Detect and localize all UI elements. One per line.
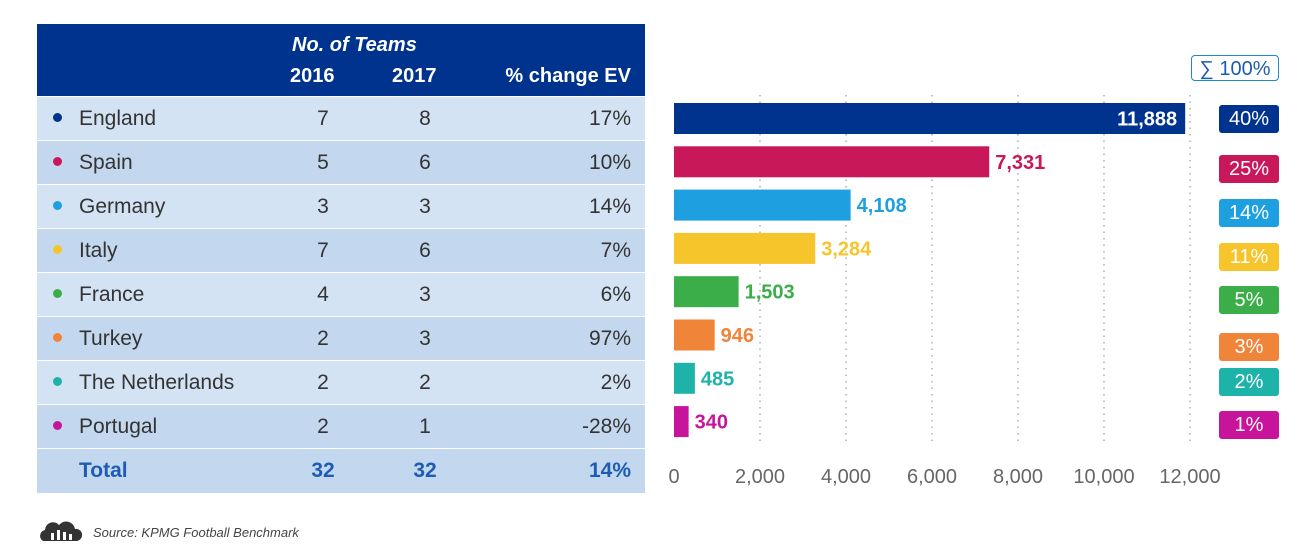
- teams-2016: 2: [317, 371, 329, 394]
- ev-change: 7%: [600, 239, 631, 262]
- bar: [674, 232, 816, 264]
- ev-change: 10%: [588, 151, 631, 174]
- table-header: No. of Teams 2016 2017 % change EV: [37, 24, 645, 96]
- table-row: Germany 3 3 14%: [37, 184, 645, 228]
- ev-change: 97%: [588, 327, 631, 350]
- teams-2016: 2: [317, 415, 329, 438]
- bar: [674, 103, 1186, 134]
- x-tick-label: 2,000: [735, 466, 785, 488]
- ev-change: 2%: [600, 371, 631, 394]
- bar: [674, 406, 689, 438]
- bar-value-label: 11,888: [1117, 109, 1177, 131]
- x-tick-label: 4,000: [821, 466, 871, 488]
- ev-change: -28%: [581, 415, 631, 438]
- bar: [674, 319, 715, 351]
- country-dot-icon: [53, 157, 62, 166]
- bar-value-label: 7,331: [995, 152, 1045, 174]
- total-2016: 32: [311, 459, 335, 482]
- bar-value-label: 485: [701, 368, 734, 390]
- share-badge: 1%: [1219, 411, 1279, 439]
- source-text: Source: KPMG Football Benchmark: [93, 524, 299, 540]
- teams-2017: 6: [419, 239, 431, 262]
- teams-2016: 3: [317, 195, 329, 218]
- teams-2017: 3: [419, 327, 431, 350]
- x-tick-label: 0: [668, 466, 679, 488]
- country-dot-icon: [53, 113, 62, 122]
- country-name: England: [79, 107, 157, 130]
- header-2017: 2017: [392, 65, 437, 87]
- bar-value-label: 340: [695, 412, 728, 434]
- table-row: Turkey 2 3 97%: [37, 316, 645, 360]
- share-badge: 5%: [1219, 286, 1279, 314]
- bar-value-label: 4,108: [857, 195, 907, 217]
- table-row: The Netherlands 2 2 2%: [37, 360, 645, 404]
- teams-2017: 1: [419, 415, 431, 438]
- ev-change: 14%: [588, 195, 631, 218]
- x-tick-label: 10,000: [1073, 466, 1134, 488]
- country-name: Italy: [79, 239, 118, 262]
- header-2016: 2016: [290, 65, 335, 87]
- header-teams: No. of Teams: [292, 34, 417, 56]
- teams-2016: 2: [317, 327, 329, 350]
- country-name: Germany: [79, 195, 166, 218]
- country-dot-icon: [53, 201, 62, 210]
- table-row: France 4 3 6%: [37, 272, 645, 316]
- ev-change: 17%: [588, 107, 631, 130]
- country-dot-icon: [53, 421, 62, 430]
- teams-2017: 8: [419, 107, 431, 130]
- table-row: Italy 7 6 7%: [37, 228, 645, 272]
- x-tick-label: 6,000: [907, 466, 957, 488]
- country-dot-icon: [53, 377, 62, 386]
- x-tick-label: 12,000: [1159, 466, 1220, 488]
- table-row: England 7 8 17%: [37, 96, 645, 140]
- country-dot-icon: [53, 289, 62, 298]
- teams-table: No. of Teams 2016 2017 % change EV Engla…: [37, 24, 645, 493]
- bar-value-label: 3,284: [821, 238, 872, 260]
- header-ev-change: % change EV: [505, 65, 631, 87]
- country-name: The Netherlands: [79, 371, 235, 394]
- table-total-row: Total 32 32 14%: [37, 448, 645, 493]
- bar: [674, 276, 739, 308]
- ev-change: 6%: [600, 283, 631, 306]
- table-row: Spain 5 6 10%: [37, 140, 645, 184]
- teams-2017: 3: [419, 283, 431, 306]
- bar: [674, 146, 990, 178]
- bar-value-label: 946: [721, 325, 754, 347]
- share-badge: 3%: [1219, 333, 1279, 361]
- x-tick-label: 8,000: [993, 466, 1043, 488]
- teams-2017: 2: [419, 371, 431, 394]
- bar-value-label: 1,503: [745, 282, 795, 304]
- teams-2016: 4: [317, 283, 329, 306]
- country-dot-icon: [53, 245, 62, 254]
- total-2017: 32: [413, 459, 437, 482]
- total-ev-change: 14%: [588, 459, 631, 482]
- cloud-bar-icon: [40, 521, 83, 541]
- bar: [674, 362, 695, 394]
- share-badge: 11%: [1219, 243, 1279, 271]
- teams-2016: 7: [317, 107, 329, 130]
- teams-2016: 7: [317, 239, 329, 262]
- source-note: Source: KPMG Football Benchmark: [37, 521, 299, 543]
- teams-2016: 5: [317, 151, 329, 174]
- total-label: Total: [79, 459, 128, 482]
- share-badge: 40%: [1219, 105, 1279, 133]
- share-badge: 25%: [1219, 155, 1279, 183]
- share-badge: 2%: [1219, 368, 1279, 396]
- teams-2017: 3: [419, 195, 431, 218]
- country-dot-icon: [53, 333, 62, 342]
- sum-badge: ∑ 100%: [1191, 55, 1279, 81]
- country-name: Spain: [79, 151, 133, 174]
- teams-2017: 6: [419, 151, 431, 174]
- bar: [674, 189, 851, 221]
- country-name: France: [79, 283, 145, 306]
- country-name: Turkey: [79, 327, 143, 350]
- table-row: Portugal 2 1 -28%: [37, 404, 645, 448]
- country-name: Portugal: [79, 415, 158, 438]
- share-badge: 14%: [1219, 199, 1279, 227]
